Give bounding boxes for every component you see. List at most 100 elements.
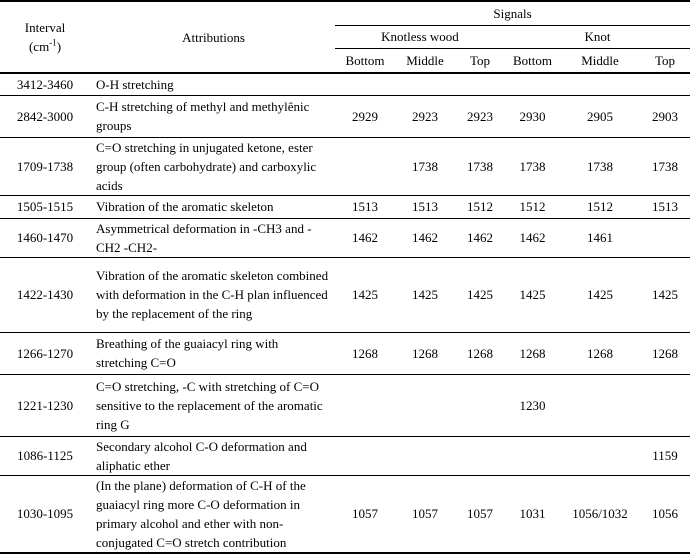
value-cell: 1425 bbox=[505, 256, 560, 332]
interval-cell: 1505-1515 bbox=[0, 194, 90, 218]
value-cell: 1268 bbox=[335, 331, 395, 374]
interval-cell: 1422-1430 bbox=[0, 256, 90, 332]
value-cell: 1512 bbox=[560, 194, 640, 218]
interval-cell: 1709-1738 bbox=[0, 136, 90, 195]
interval-column-header: Interval (cm-1) bbox=[0, 1, 90, 74]
attribution-cell: Vibration of the aromatic skeleton bbox=[90, 194, 335, 218]
interval-cell: 1086-1125 bbox=[0, 435, 90, 475]
attribution-cell: C-H stretching of methyl and methylênic … bbox=[90, 94, 335, 137]
value-cell: 2923 bbox=[455, 94, 505, 137]
value-cell: 1738 bbox=[505, 136, 560, 195]
value-cell bbox=[640, 73, 690, 95]
table-header: Interval (cm-1) Attributions Signals Kno… bbox=[0, 1, 690, 74]
value-cell: 1462 bbox=[335, 217, 395, 257]
table-row: 1422-1430 Vibration of the aromatic skel… bbox=[0, 256, 690, 332]
value-cell: 1268 bbox=[560, 331, 640, 374]
value-cell: 1513 bbox=[335, 194, 395, 218]
value-cell bbox=[640, 373, 690, 436]
attribution-cell: Secondary alcohol C-O deformation and al… bbox=[90, 435, 335, 475]
attribution-cell: Asymmetrical deformation in -CH3 and -CH… bbox=[90, 217, 335, 257]
value-cell: 1268 bbox=[395, 331, 455, 374]
signals-group-header: Signals bbox=[335, 1, 690, 26]
col-header-knotless-middle: Middle bbox=[395, 48, 455, 74]
value-cell: 1512 bbox=[505, 194, 560, 218]
value-cell: 1462 bbox=[455, 217, 505, 257]
table-row: 1505-1515 Vibration of the aromatic skel… bbox=[0, 194, 690, 218]
value-cell: 1461 bbox=[560, 217, 640, 257]
table-row: 1266-1270 Breathing of the guaiacyl ring… bbox=[0, 331, 690, 374]
value-cell: 2930 bbox=[505, 94, 560, 137]
col-header-knotless-top: Top bbox=[455, 48, 505, 74]
value-cell: 1425 bbox=[640, 256, 690, 332]
knotless-wood-group-header: Knotless wood bbox=[335, 25, 505, 49]
value-cell: 1057 bbox=[455, 474, 505, 553]
value-cell: 1159 bbox=[640, 435, 690, 475]
table-body: 3412-3460 O-H stretching 2842-3000 C-H s… bbox=[0, 73, 690, 553]
value-cell: 1268 bbox=[455, 331, 505, 374]
value-cell: 2929 bbox=[335, 94, 395, 137]
value-cell: 1057 bbox=[335, 474, 395, 553]
value-cell: 2903 bbox=[640, 94, 690, 137]
value-cell: 1738 bbox=[640, 136, 690, 195]
value-cell bbox=[395, 73, 455, 95]
value-cell: 2923 bbox=[395, 94, 455, 137]
value-cell: 1425 bbox=[335, 256, 395, 332]
knot-group-header: Knot bbox=[505, 25, 690, 49]
value-cell bbox=[335, 435, 395, 475]
value-cell: 1425 bbox=[560, 256, 640, 332]
value-cell bbox=[455, 435, 505, 475]
col-header-knot-middle: Middle bbox=[560, 48, 640, 74]
value-cell: 1425 bbox=[395, 256, 455, 332]
interval-cell: 1030-1095 bbox=[0, 474, 90, 553]
value-cell bbox=[335, 136, 395, 195]
value-cell: 2905 bbox=[560, 94, 640, 137]
attribution-cell: C=O stretching in unjugated ketone, este… bbox=[90, 136, 335, 195]
value-cell: 1738 bbox=[395, 136, 455, 195]
attribution-cell: C=O stretching, -C with stretching of C=… bbox=[90, 373, 335, 436]
attribution-cell: Breathing of the guaiacyl ring with stre… bbox=[90, 331, 335, 374]
value-cell bbox=[455, 373, 505, 436]
value-cell: 1425 bbox=[455, 256, 505, 332]
attribution-cell: O-H stretching bbox=[96, 76, 174, 92]
interval-cell: 1221-1230 bbox=[0, 373, 90, 436]
value-cell: 1056/1032 bbox=[560, 474, 640, 553]
value-cell: 1031 bbox=[505, 474, 560, 553]
value-cell bbox=[335, 73, 395, 95]
interval-label: Interval bbox=[24, 20, 66, 35]
attributions-column-header: Attributions bbox=[90, 1, 335, 74]
value-cell bbox=[505, 435, 560, 475]
value-cell bbox=[560, 435, 640, 475]
interval-unit: (cm-1) bbox=[28, 37, 62, 54]
col-header-knot-top: Top bbox=[640, 48, 690, 74]
interval-cell: 2842-3000 bbox=[0, 94, 90, 137]
value-cell bbox=[640, 217, 690, 257]
table-row: 1030-1095 (In the plane) deformation of … bbox=[0, 474, 690, 553]
value-cell: 1462 bbox=[505, 217, 560, 257]
table-row: 1221-1230 C=O stretching, -C with stretc… bbox=[0, 373, 690, 436]
value-cell: 1057 bbox=[395, 474, 455, 553]
value-cell bbox=[395, 373, 455, 436]
interval-cell: 3412-3460 bbox=[16, 76, 74, 92]
value-cell bbox=[505, 73, 560, 95]
table-row: 1086-1125 Secondary alcohol C-O deformat… bbox=[0, 435, 690, 475]
table-row: 1709-1738 C=O stretching in unjugated ke… bbox=[0, 136, 690, 195]
value-cell: 1513 bbox=[640, 194, 690, 218]
attribution-cell: Vibration of the aromatic skeleton combi… bbox=[90, 256, 335, 332]
value-cell: 1462 bbox=[395, 217, 455, 257]
value-cell bbox=[560, 73, 640, 95]
interval-cell: 1460-1470 bbox=[0, 217, 90, 257]
value-cell bbox=[335, 373, 395, 436]
value-cell: 1230 bbox=[505, 373, 560, 436]
value-cell bbox=[455, 73, 505, 95]
col-header-knot-bottom: Bottom bbox=[505, 48, 560, 74]
value-cell: 1268 bbox=[505, 331, 560, 374]
value-cell: 1268 bbox=[640, 331, 690, 374]
attribution-cell: (In the plane) deformation of C-H of the… bbox=[90, 474, 335, 553]
value-cell bbox=[395, 435, 455, 475]
value-cell bbox=[560, 373, 640, 436]
value-cell: 1738 bbox=[455, 136, 505, 195]
table-row: 3412-3460 O-H stretching bbox=[0, 73, 690, 95]
value-cell: 1056 bbox=[640, 474, 690, 553]
value-cell: 1513 bbox=[395, 194, 455, 218]
